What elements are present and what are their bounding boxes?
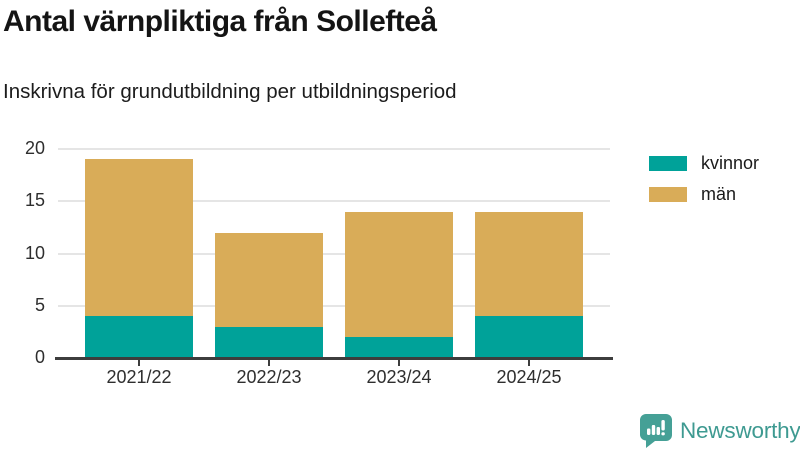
- y-axis-label-5: 5: [34, 294, 45, 315]
- legend: kvinnor män: [649, 153, 759, 215]
- gridline-15: [58, 200, 610, 203]
- newsworthy-logo-text: Newsworthy: [680, 417, 800, 443]
- chart-subtitle: Inskrivna för grundutbildning per utbild…: [3, 80, 457, 103]
- gridline-5: [58, 304, 610, 307]
- newsworthy-logo-link[interactable]: Newsworthy: [639, 413, 800, 448]
- x-axis-tick-2023-24: [397, 359, 401, 366]
- legend-item-kvinnor: kvinnor: [649, 153, 759, 174]
- x-axis-tick-2021-22: [137, 359, 141, 366]
- bar-segment-män-2024-25: [475, 211, 583, 317]
- chart-title: Antal värnpliktiga från Sollefteå: [3, 5, 437, 38]
- x-axis-tick-2022-23: [267, 359, 271, 366]
- x-axis-label-2024-25: 2024/25: [496, 367, 562, 387]
- x-axis-line: [55, 356, 613, 360]
- y-axis-label-15: 15: [24, 190, 45, 211]
- bar-segment-kvinnor-2021-22: [85, 316, 193, 358]
- y-axis-label-20: 20: [24, 138, 45, 158]
- bar-segment-män-2023-24: [345, 211, 453, 338]
- bar-chart-speech-bubble-icon: [639, 413, 673, 448]
- legend-swatch-kvinnor: [649, 156, 687, 171]
- gridline-20: [58, 148, 610, 150]
- legend-label-män: män: [701, 184, 737, 204]
- bar-segment-kvinnor-2024-25: [475, 316, 583, 358]
- y-axis-label-10: 10: [24, 242, 45, 263]
- x-axis-label-2023-24: 2023/24: [366, 367, 432, 387]
- x-axis-tick-2024-25: [527, 359, 531, 366]
- legend-swatch-män: [649, 187, 687, 202]
- bar-segment-män-2022-23: [215, 232, 323, 327]
- gridline-10: [58, 252, 610, 255]
- y-axis-label-0: 0: [34, 347, 45, 367]
- legend-item-män: män: [649, 184, 759, 205]
- x-axis-label-2022-23: 2022/23: [236, 367, 302, 387]
- bar-segment-kvinnor-2023-24: [345, 337, 453, 358]
- legend-label-kvinnor: kvinnor: [701, 153, 760, 173]
- bar-segment-kvinnor-2022-23: [215, 326, 323, 358]
- bar-segment-män-2021-22: [85, 159, 193, 317]
- x-axis-label-2021-22: 2021/22: [106, 367, 172, 387]
